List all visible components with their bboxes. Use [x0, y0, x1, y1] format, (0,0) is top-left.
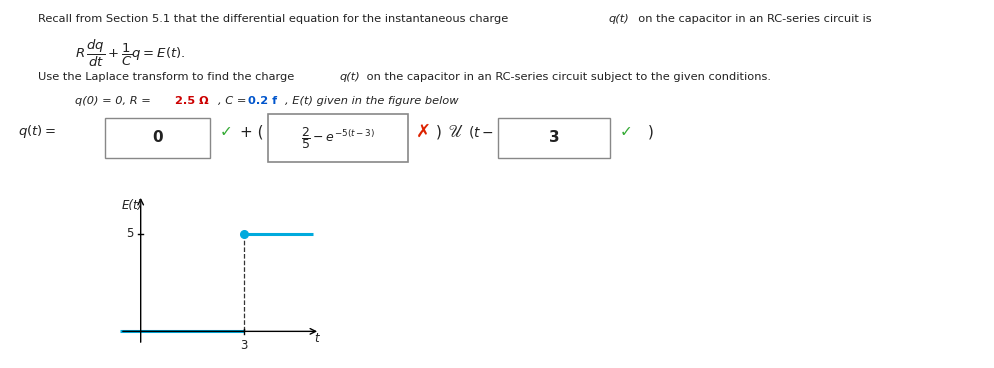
Text: ): ) [648, 124, 654, 139]
Text: 2.5 Ω: 2.5 Ω [175, 96, 209, 106]
Text: q(t): q(t) [339, 72, 360, 82]
Text: $q(t) =$: $q(t) =$ [18, 124, 56, 141]
Bar [498, 118, 610, 158]
Text: + (: + ( [240, 124, 263, 139]
Text: Recall from Section 5.1 that the differential equation for the instantaneous cha: Recall from Section 5.1 that the differe… [38, 14, 516, 24]
Text: t: t [314, 332, 319, 345]
Text: ): ) [436, 124, 442, 139]
Text: ✗: ✗ [416, 123, 431, 141]
Text: , E(t) given in the figure below: , E(t) given in the figure below [285, 96, 458, 106]
Text: 5: 5 [126, 227, 134, 240]
Text: q(t): q(t) [608, 14, 629, 24]
Text: ✓: ✓ [620, 124, 633, 139]
Text: 0.2 f: 0.2 f [248, 96, 277, 106]
Bar [105, 118, 210, 158]
Text: q(0) = 0, R =: q(0) = 0, R = [75, 96, 154, 106]
Text: 0: 0 [152, 131, 163, 145]
Bar [268, 114, 408, 162]
Text: $(t-$: $(t-$ [468, 124, 494, 140]
Text: 3: 3 [241, 339, 248, 352]
Text: , C =: , C = [218, 96, 250, 106]
Text: Use the Laplace transform to find the charge: Use the Laplace transform to find the ch… [38, 72, 298, 82]
Text: $\mathscr{U}$: $\mathscr{U}$ [448, 123, 463, 141]
Text: ✓: ✓ [220, 124, 233, 139]
Text: $R\,\dfrac{dq}{dt} + \dfrac{1}{C}q = E(t).$: $R\,\dfrac{dq}{dt} + \dfrac{1}{C}q = E(t… [75, 38, 185, 69]
Text: on the capacitor in an RC-series circuit is: on the capacitor in an RC-series circuit… [631, 14, 872, 24]
Text: on the capacitor in an RC-series circuit subject to the given conditions.: on the capacitor in an RC-series circuit… [363, 72, 771, 82]
Text: E(t): E(t) [121, 199, 143, 212]
Text: $\dfrac{2}{5} - e^{-5(t-3)}$: $\dfrac{2}{5} - e^{-5(t-3)}$ [301, 125, 375, 151]
Text: 3: 3 [549, 131, 560, 145]
